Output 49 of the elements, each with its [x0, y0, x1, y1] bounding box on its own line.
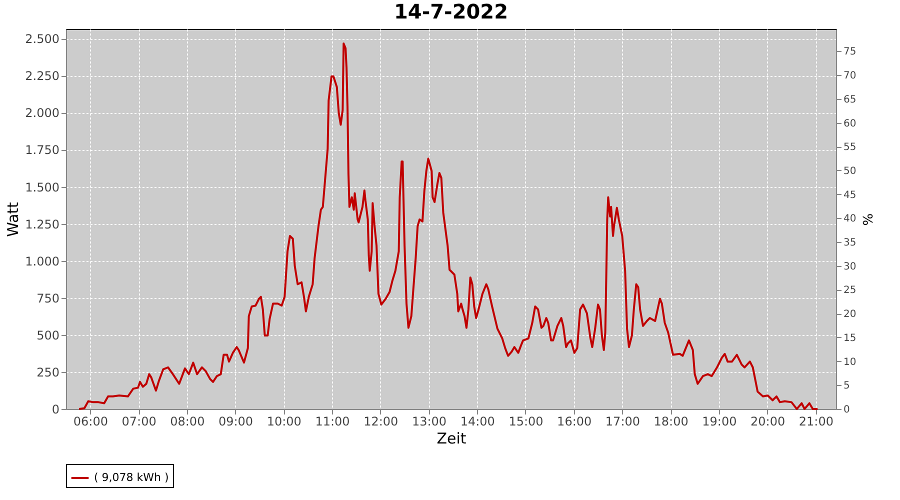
y-tick-label: 1.500 [25, 180, 60, 194]
y2-tick-label: 15 [844, 332, 856, 344]
y2-tick-label: 10 [844, 356, 856, 368]
y2-tick-label: 20 [844, 309, 856, 320]
y2-tick-label: 35 [844, 238, 856, 249]
x-tick-label: 13:00 [412, 414, 447, 428]
y2-tick-label: 55 [844, 142, 856, 154]
y-tick-label: 0 [52, 402, 60, 416]
y2-tick-label: 25 [844, 285, 856, 296]
line-series [78, 42, 819, 410]
y2-tick-label: 30 [844, 261, 856, 272]
x-tick-label: 08:00 [170, 414, 205, 428]
y-tick-label: 500 [36, 328, 60, 342]
x-tick-label: 20:00 [750, 414, 786, 428]
x-tick-label: 06:00 [73, 414, 108, 428]
x-tick-label: 17:00 [605, 414, 640, 428]
x-tick-label: 12:00 [364, 414, 398, 428]
y-tick-label: 2.500 [25, 32, 60, 46]
x-tick-label: 16:00 [557, 414, 592, 428]
y-axis-title: Watt [4, 202, 22, 237]
y-tick-label: 750 [36, 291, 60, 306]
x-tick-label: 15:00 [508, 414, 544, 428]
x-axis-title: Zeit [436, 430, 466, 448]
x-tick-label: 21:00 [798, 414, 834, 428]
y-tick-label: 1.000 [25, 254, 60, 268]
x-tick-label: 14:00 [460, 414, 495, 428]
y2-tick-label: 45 [844, 190, 856, 201]
y-tick-label: 1.750 [25, 143, 60, 158]
y2-tick-label: 5 [844, 380, 850, 392]
y2-tick-label: 70 [844, 70, 856, 82]
y2-tick-label: 0 [844, 404, 850, 416]
y2-tick-label: 65 [844, 94, 856, 106]
x-tick-label: 10:00 [266, 414, 302, 428]
y-tick-label: 2.250 [25, 69, 60, 84]
x-tick-label: 09:00 [218, 414, 254, 428]
y-tick-label: 2.000 [25, 106, 60, 120]
x-tick-label: 11:00 [315, 414, 350, 428]
x-tick-label: 18:00 [654, 414, 688, 428]
x-tick-label: 19:00 [702, 414, 737, 428]
y2-tick-label: 60 [844, 118, 856, 130]
y2-tick-label: 75 [844, 46, 856, 58]
y-tick-label: 250 [36, 365, 60, 380]
y-tick-label: 1.250 [25, 217, 60, 232]
x-tick-label: 07:00 [122, 414, 156, 428]
chart-title: 14-7-2022 [394, 0, 508, 24]
y2-tick-label: 40 [844, 214, 856, 225]
y2-axis-title: % [859, 213, 874, 226]
y2-tick-label: 50 [844, 166, 856, 177]
legend-label: ( 9,078 kWh ) [94, 471, 169, 484]
